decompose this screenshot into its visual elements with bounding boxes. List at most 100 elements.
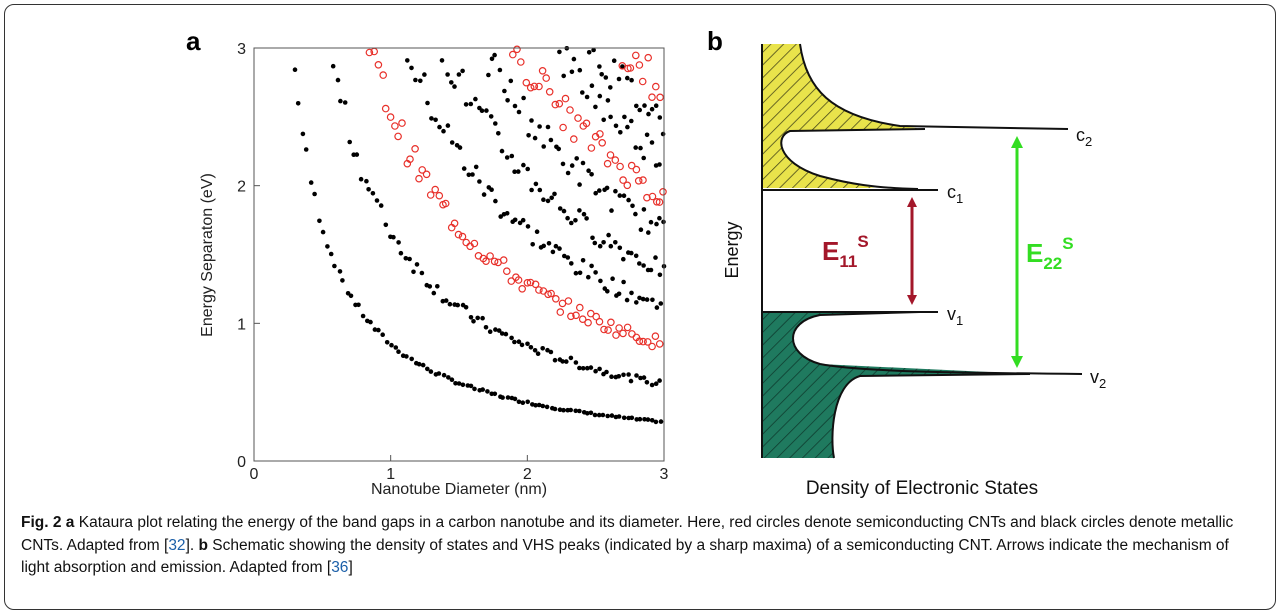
scatter-point [592,240,598,246]
chart-marks [292,45,667,425]
scatter-point [593,104,598,110]
scatter-point [456,381,462,386]
scatter-point [621,193,627,198]
scatter-point [368,319,373,325]
panel-b-label: b [707,26,723,56]
scatter-point [557,407,563,413]
scatter-point [641,155,646,161]
scatter-point [454,230,463,239]
caption-ref-36[interactable]: 36 [331,559,349,576]
scatter-point [616,414,622,419]
scatter-point [642,103,647,108]
scatter-point [641,263,646,268]
scatter-point [548,349,554,355]
scatter-point [561,73,566,79]
scatter-point [616,162,624,171]
scatter-point [639,176,647,184]
scatter-point [552,357,558,363]
scatter-point [499,148,505,154]
scatter-point [600,325,608,334]
caption-ref-32[interactable]: 32 [168,536,186,554]
scatter-point [457,145,463,150]
scatter-point [338,98,343,104]
scatter-point [548,137,554,143]
scatter-point [379,71,388,79]
scatter-point [378,203,384,208]
scatter-point [641,207,647,212]
scatter-point [295,101,301,106]
scatter-point [530,242,535,247]
scatter-point [575,303,584,312]
scatter-point [617,193,623,198]
plot-frame [253,47,665,462]
scatter-point [637,416,643,422]
scatter-point [526,133,531,138]
scatter-point [488,114,494,119]
scatter-point [572,311,580,320]
scatter-point [308,180,314,185]
scatter-point [530,82,539,91]
scatter-point [396,349,401,355]
scatter-point [549,195,554,201]
scatter-point [393,345,399,350]
scatter-point [486,72,491,78]
scatter-point [364,178,369,184]
scatter-point [374,198,380,203]
scatter-point [485,389,490,394]
scatter-point [472,386,477,392]
scatter-point [512,396,518,402]
scatter-point [569,163,575,168]
scatter-point [372,327,378,332]
scatter-point [648,342,656,351]
scatter-point [621,279,626,285]
scatter-point [513,45,521,54]
scatter-point [497,67,503,73]
scatter-point [391,234,396,240]
scatter-point [644,380,650,385]
scatter-point [406,155,414,164]
scatter-point [565,170,571,176]
scatter-point [578,315,587,324]
scatter-point [584,216,589,221]
scatter-point [480,315,485,321]
scatter-point [508,78,514,84]
dos-curve-lower [831,373,1031,459]
scatter-point [546,241,552,246]
scatter-point [533,403,538,408]
scatter-point [604,326,612,334]
y-tick-label: 3 [237,41,246,58]
scatter-point [528,345,534,350]
scatter-point [547,289,555,298]
level-v2-label: v2 [1090,367,1106,391]
scatter-point [569,220,574,226]
scatter-point [505,395,511,400]
scatter-point [500,395,505,400]
scatter-point [533,181,539,187]
scatter-point [604,369,609,375]
scatter-point [394,132,402,141]
scatter-point [507,277,516,285]
scatter-point [292,67,298,72]
scatter-point [613,123,619,129]
scatter-point [584,318,592,327]
scatter-point [493,327,498,332]
scatter-point [553,243,559,249]
scatter-point [611,58,617,63]
scatter-point [573,408,578,414]
scatter-point [588,410,594,416]
scatter-point [332,263,337,269]
scatter-point [648,267,654,273]
scatter-point [441,199,450,208]
scatter-point [520,217,526,223]
dos-curve-v1 [792,311,1083,375]
scatter-point [482,257,490,266]
scatter-point [653,419,659,425]
dos-diagram: c2 c1 v1 v2 E11S E22S Energy Density of … [722,43,1106,499]
scatter-point [407,256,412,262]
scatter-point [470,172,475,177]
scatter-point [541,144,546,149]
scatter-point [585,411,590,416]
scatter-point [560,161,566,167]
scatter-point [516,109,522,115]
scatter-point [580,366,586,371]
